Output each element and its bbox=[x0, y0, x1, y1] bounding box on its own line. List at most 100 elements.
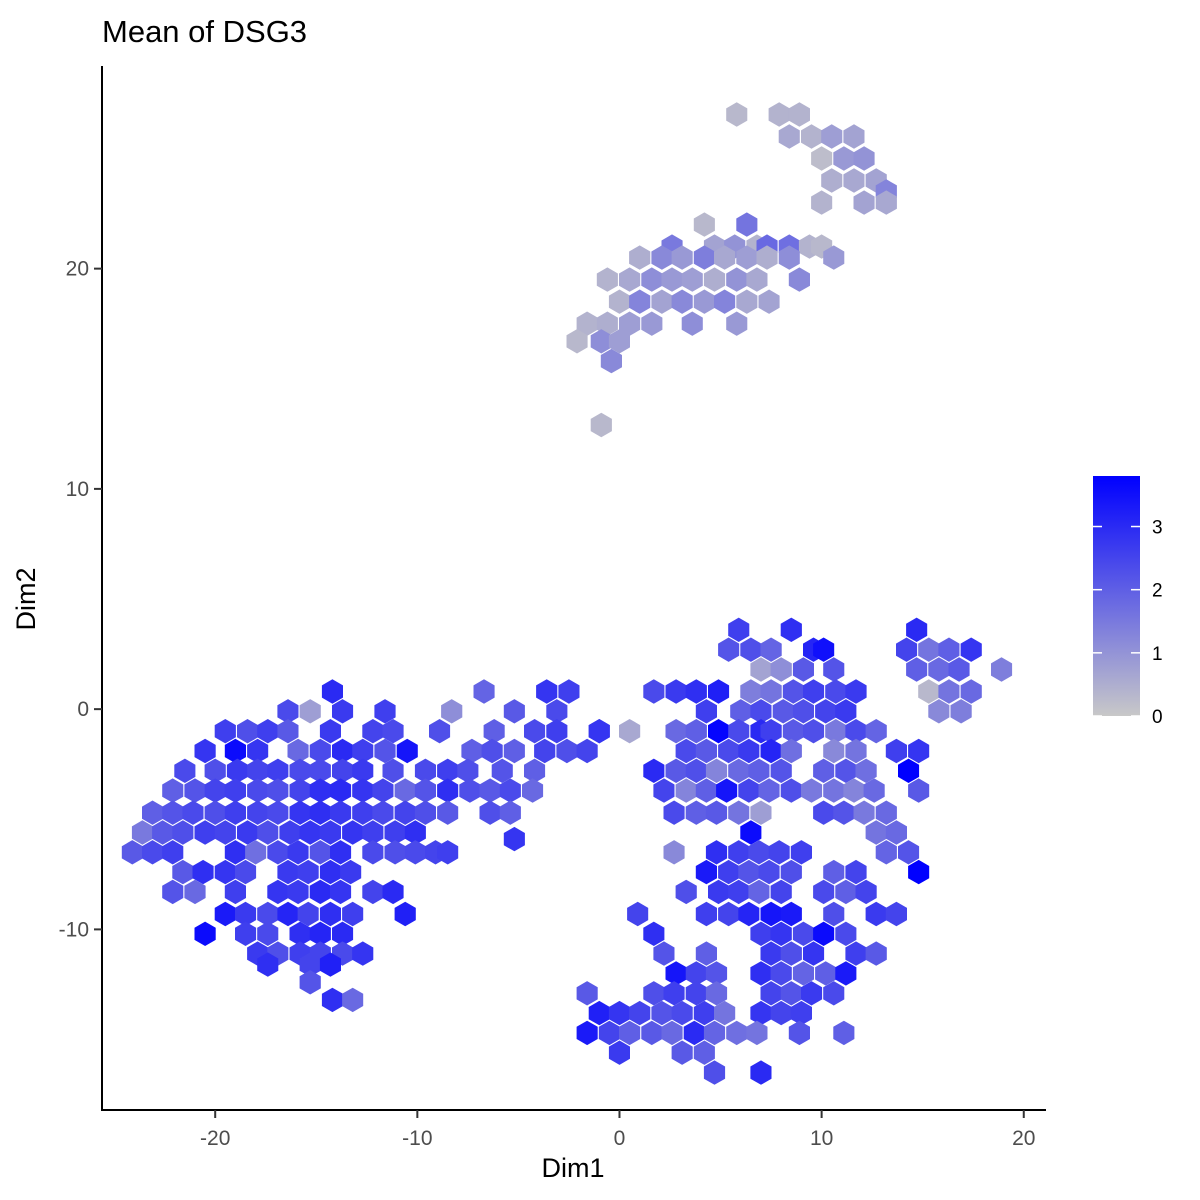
hex-bin bbox=[277, 719, 299, 744]
hex-bin bbox=[756, 245, 778, 270]
hex-bin bbox=[821, 168, 843, 193]
hex-bin bbox=[843, 168, 865, 193]
y-tick-label: -10 bbox=[59, 918, 89, 941]
hex-bin bbox=[641, 1020, 663, 1046]
hex-bin bbox=[247, 738, 269, 764]
hex-bin bbox=[162, 800, 184, 825]
x-axis-ticks: -20 -10 0 10 20 bbox=[200, 1110, 1035, 1150]
hex-bin bbox=[728, 800, 750, 825]
hex-bin bbox=[651, 1000, 673, 1026]
hex-bin bbox=[708, 719, 730, 744]
hex-bin bbox=[770, 961, 792, 986]
y-tick-label: 0 bbox=[77, 698, 89, 721]
y-axis-ticks: -10 0 10 20 bbox=[59, 258, 102, 941]
hex-bin bbox=[825, 679, 847, 704]
hex-bin bbox=[558, 679, 580, 704]
hex-bin bbox=[267, 778, 289, 803]
hex-bin bbox=[340, 859, 362, 885]
hex-bin bbox=[131, 820, 153, 845]
hex-bin bbox=[627, 901, 649, 927]
hex-bin bbox=[714, 289, 736, 314]
hex-bin bbox=[770, 657, 792, 682]
hex-bin bbox=[588, 1000, 610, 1026]
hex-bin bbox=[671, 289, 693, 314]
hex-bin bbox=[675, 879, 697, 905]
hex-bin bbox=[384, 820, 406, 845]
hex-bin bbox=[289, 758, 311, 783]
x-tick-label: 20 bbox=[1012, 1127, 1035, 1150]
hex-bin bbox=[875, 800, 897, 825]
hex-bin bbox=[299, 820, 321, 845]
hex-bin bbox=[309, 800, 331, 825]
hex-bin bbox=[224, 879, 246, 905]
hex-bin bbox=[257, 719, 279, 744]
hex-bin bbox=[885, 901, 907, 927]
hex-bin bbox=[374, 699, 396, 724]
hex-bin bbox=[289, 778, 311, 803]
hex-bin bbox=[823, 245, 845, 270]
hex-bin bbox=[705, 758, 728, 783]
x-tick-label: -10 bbox=[402, 1127, 432, 1150]
hex-bin bbox=[576, 981, 598, 1006]
hex-bin bbox=[309, 879, 331, 905]
hex-bin bbox=[746, 267, 768, 292]
hex-bin bbox=[685, 981, 707, 1006]
hex-bin bbox=[237, 820, 259, 845]
hex-bin bbox=[716, 778, 738, 803]
hex-bin bbox=[685, 719, 707, 744]
hex-bin bbox=[629, 245, 651, 270]
hex-bin bbox=[663, 800, 685, 825]
hex-bin bbox=[441, 699, 463, 724]
hex-bin bbox=[875, 840, 897, 865]
hex-bin bbox=[576, 311, 598, 336]
hex-bin bbox=[174, 758, 196, 783]
hex-bin bbox=[960, 637, 982, 662]
hex-bin bbox=[152, 820, 174, 845]
hex-bin bbox=[661, 1020, 683, 1046]
hex-bin bbox=[740, 679, 762, 704]
hex-bin bbox=[780, 941, 802, 966]
hex-bin bbox=[257, 901, 279, 927]
hex-bin bbox=[855, 758, 877, 783]
hex-bin bbox=[726, 311, 748, 336]
hex-bin bbox=[279, 820, 301, 845]
hex-bin bbox=[224, 840, 246, 865]
hex-bin bbox=[813, 758, 835, 783]
hex-bin bbox=[372, 800, 394, 825]
hex-bin bbox=[790, 840, 812, 865]
hex-bin bbox=[372, 778, 394, 803]
hex-bin bbox=[257, 820, 279, 845]
hex-bin bbox=[681, 311, 703, 336]
hex-bin bbox=[619, 1020, 641, 1046]
hex-bin bbox=[404, 820, 426, 845]
hex-bin bbox=[352, 778, 374, 803]
hex-bin bbox=[576, 738, 598, 764]
hex-bin bbox=[641, 311, 663, 336]
hex-bin bbox=[695, 859, 717, 885]
hex-bin bbox=[885, 820, 907, 845]
hex-bin bbox=[738, 738, 760, 764]
hex-bin bbox=[608, 329, 630, 354]
hex-bin bbox=[760, 719, 782, 744]
hex-bin bbox=[835, 758, 857, 783]
hex-bin bbox=[778, 124, 800, 149]
hex-bin bbox=[703, 1060, 726, 1085]
hex-bin bbox=[214, 820, 236, 845]
hex-bin bbox=[853, 800, 875, 825]
hex-bin bbox=[522, 778, 544, 803]
y-axis-title: Dim2 bbox=[11, 567, 41, 630]
hex-bin bbox=[503, 699, 525, 724]
hex-bin bbox=[162, 840, 184, 865]
hex-bin bbox=[653, 941, 675, 966]
hex-bin bbox=[815, 699, 837, 724]
hex-bin bbox=[675, 778, 697, 803]
hex-bin bbox=[750, 699, 772, 724]
hex-bin bbox=[835, 961, 857, 986]
hex-bin bbox=[750, 961, 772, 986]
hex-bin bbox=[693, 212, 715, 237]
hex-bin bbox=[651, 289, 673, 314]
x-tick-label: 10 bbox=[810, 1127, 833, 1150]
hex-bin bbox=[362, 840, 384, 865]
hex-bin bbox=[748, 879, 770, 905]
hex-bin bbox=[695, 778, 717, 803]
